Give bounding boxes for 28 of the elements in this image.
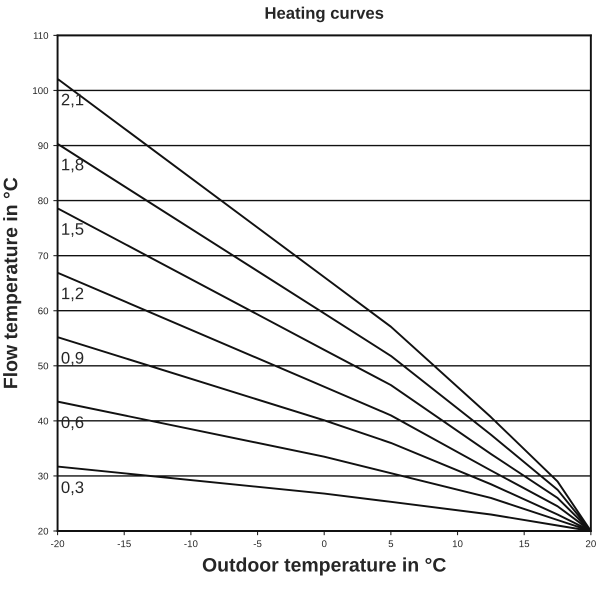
- series-label: 1,2: [62, 287, 84, 302]
- series-label: 0,9: [62, 352, 84, 366]
- x-tick-label: 10: [452, 540, 463, 548]
- x-tick-label: -20: [50, 540, 64, 548]
- series-label: 0,3: [62, 481, 84, 496]
- chart-title: Heating curves: [266, 6, 384, 22]
- x-tick-label: 20: [586, 540, 596, 548]
- x-tick-label: 15: [520, 540, 530, 548]
- x-tick-label: 0: [322, 540, 327, 548]
- y-tick-label: 90: [38, 142, 48, 150]
- y-tick-label: 100: [33, 87, 48, 94]
- x-axis-title: Outdoor temperature in °C: [202, 557, 446, 576]
- series-label: 1,8: [62, 158, 84, 172]
- x-tick-label: -15: [118, 540, 131, 548]
- x-tick-label: 5: [388, 540, 394, 548]
- x-tick-label: -5: [254, 540, 262, 548]
- y-tick-label: 70: [38, 252, 48, 260]
- y-tick-label: 30: [38, 472, 48, 480]
- y-tick-label: 80: [38, 197, 48, 204]
- y-tick-label: 20: [38, 528, 48, 535]
- y-tick-label: 110: [34, 32, 48, 40]
- x-tick-label: -10: [184, 540, 198, 548]
- series-label: 2,1: [62, 94, 84, 108]
- y-axis-title: Flow temperature in °C: [3, 178, 22, 388]
- y-tick-label: 40: [38, 418, 48, 424]
- y-tick-label: 60: [38, 307, 48, 314]
- y-tick-label: 50: [38, 362, 48, 370]
- series-label: 1,5: [62, 223, 84, 237]
